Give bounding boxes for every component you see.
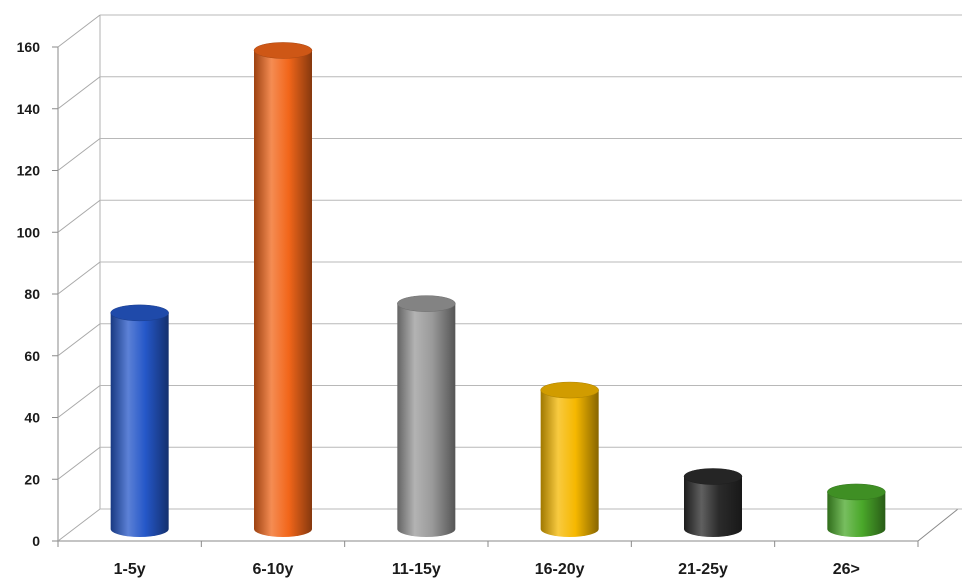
bar-1-5y <box>110 304 169 537</box>
x-tick-label: 11-15y <box>392 561 441 578</box>
gridline-diagonal <box>57 508 101 542</box>
bar-6-10y <box>253 42 313 537</box>
y-tick-label: 60 <box>24 348 40 364</box>
x-tick-label: 1-5y <box>114 561 146 578</box>
y-tick-label: 120 <box>17 163 41 179</box>
x-tick-label: 16-20y <box>535 561 585 578</box>
gridline-diagonal <box>57 76 101 110</box>
gridline-diagonal <box>57 138 101 171</box>
y-axis-ticks: 0 20 40 60 80 100 120 140 160 <box>17 39 58 549</box>
bar-body <box>684 476 742 537</box>
y-tick-label: 0 <box>32 533 40 549</box>
bar-top <box>110 304 169 322</box>
x-tick-label: 6-10y <box>253 561 294 578</box>
floor-right-edge <box>917 508 959 542</box>
bar-top <box>397 295 456 312</box>
x-tick-label: 26> <box>833 561 860 578</box>
chart-walls <box>57 15 959 542</box>
bar-body <box>397 303 456 537</box>
gridline-diagonal <box>57 199 101 233</box>
x-axis-labels: 1-5y 6-10y 11-15y 16-20y 21-25y 26> <box>57 541 919 578</box>
bar-16-20y <box>540 381 599 537</box>
bar-body <box>540 390 599 537</box>
y-tick-label: 160 <box>17 39 41 55</box>
y-tick-label: 40 <box>24 410 40 426</box>
gridlines <box>57 14 962 542</box>
gridline-diagonal <box>57 323 101 357</box>
y-tick-label: 20 <box>24 471 40 487</box>
y-tick-label: 100 <box>17 224 41 240</box>
bar-top <box>253 42 313 59</box>
y-tick-label: 140 <box>17 101 41 117</box>
x-tick-label: 21-25y <box>678 561 728 578</box>
gridline-diagonal <box>57 261 101 295</box>
bar-top <box>827 483 886 501</box>
bar-body <box>827 491 886 537</box>
bar-21-25y <box>683 468 743 537</box>
bar-11-15y <box>397 295 456 537</box>
y-tick-label: 80 <box>24 286 40 302</box>
gridline-diagonal <box>57 385 101 418</box>
gridline-diagonal <box>57 446 101 480</box>
bars <box>110 42 886 537</box>
gridline-diagonal <box>57 14 101 48</box>
bar-body <box>254 50 312 537</box>
bar-26> <box>827 483 886 537</box>
bar-body <box>110 312 169 537</box>
bar-top <box>540 381 599 399</box>
bar-top <box>683 468 743 485</box>
